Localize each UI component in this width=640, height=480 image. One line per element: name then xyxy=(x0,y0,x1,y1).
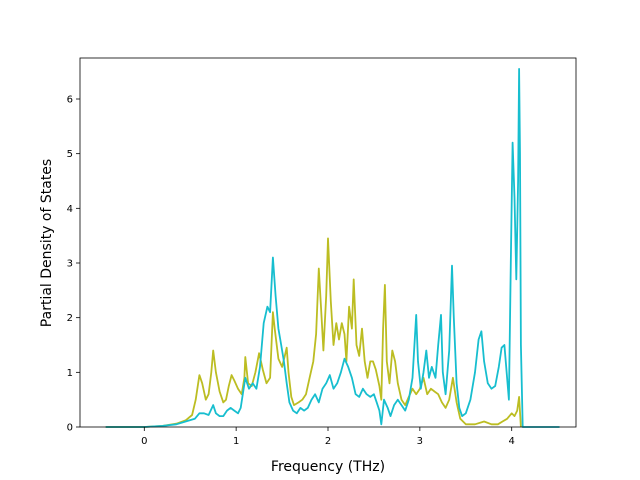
y-tick-label: 4 xyxy=(67,204,73,215)
y-tick-label: 1 xyxy=(67,368,73,379)
x-tick-label: 0 xyxy=(141,436,147,447)
x-tick-label: 4 xyxy=(509,436,515,447)
series-line-2 xyxy=(105,68,560,428)
y-ticks: 0 1 2 3 4 5 6 xyxy=(67,95,80,434)
y-axis-label: Partial Density of States xyxy=(39,159,55,327)
series-layer xyxy=(105,68,560,428)
y-tick-label: 6 xyxy=(67,95,73,106)
y-tick-label: 0 xyxy=(67,423,73,434)
x-tick-label: 2 xyxy=(325,436,331,447)
x-tick-label: 3 xyxy=(417,436,423,447)
y-tick-label: 2 xyxy=(67,313,73,324)
x-axis-label: Frequency (THz) xyxy=(271,459,385,475)
x-ticks: 0 1 2 3 4 xyxy=(141,427,515,447)
y-tick-label: 5 xyxy=(67,149,73,160)
y-tick-label: 3 xyxy=(67,259,73,270)
x-tick-label: 1 xyxy=(233,436,239,447)
series-line-1 xyxy=(105,237,522,428)
